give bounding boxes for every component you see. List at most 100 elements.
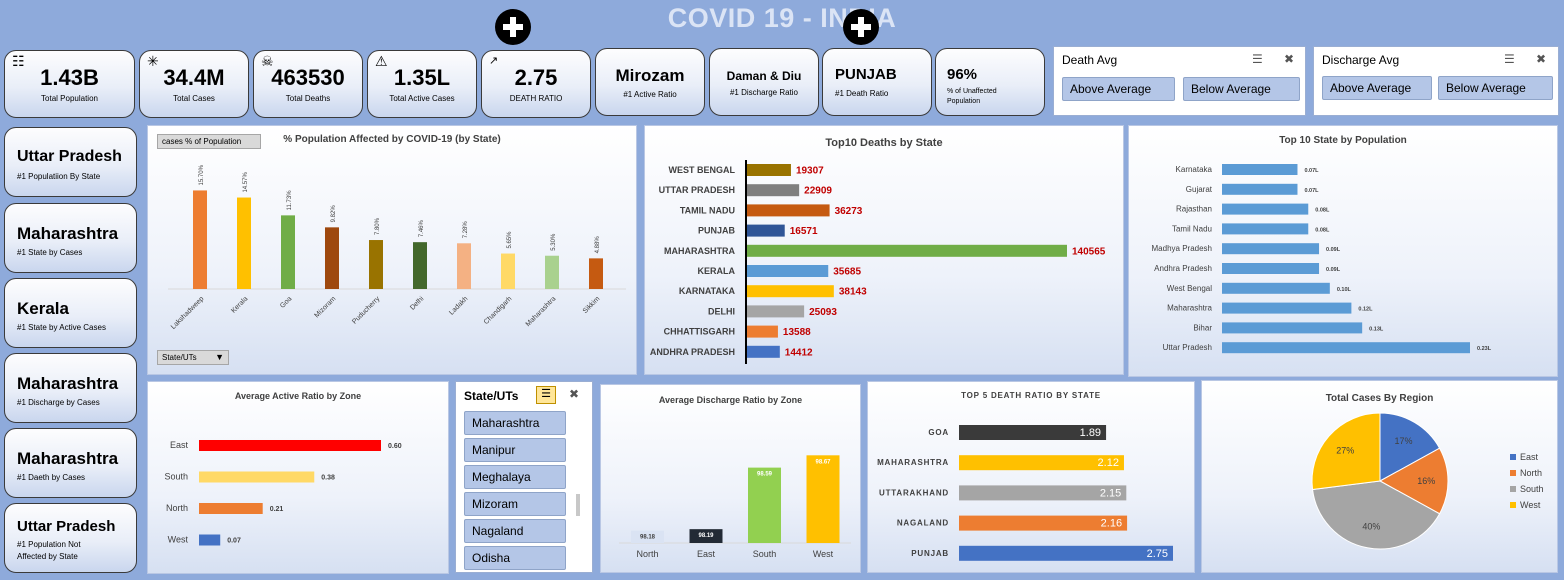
data-label: 98.18 xyxy=(640,535,656,541)
bar xyxy=(747,305,805,318)
bar xyxy=(631,530,664,543)
bar xyxy=(1222,203,1309,215)
bar xyxy=(199,471,315,483)
kpi-total-population: ☷ 1.43B Total Population xyxy=(4,50,135,118)
legend-swatch xyxy=(1510,502,1516,508)
kpi-death-ratio: ↗ 2.75 DEATH RATIO xyxy=(481,50,591,118)
top10-population-chart: Top 10 State by Population Karnataka 0.07… xyxy=(1128,125,1558,377)
bar xyxy=(747,265,829,277)
data-label: 0.12L xyxy=(1358,307,1373,313)
slicer-scrollbar[interactable] xyxy=(576,494,580,516)
data-label: 16571 xyxy=(790,226,818,237)
data-label: 2.12 xyxy=(1098,457,1119,469)
state-option[interactable]: Maharashtra xyxy=(464,411,566,435)
bar xyxy=(747,244,1067,257)
category-label: ANDHRA PRADESH xyxy=(650,347,735,357)
slicer-option-below-average[interactable]: Below Average xyxy=(1183,77,1300,101)
legend-swatch xyxy=(1510,486,1516,492)
category-label: Karnataka xyxy=(1176,165,1213,174)
category-label: Tamil Nadu xyxy=(1172,224,1212,233)
slicer-option-below-average[interactable]: Below Average xyxy=(1438,76,1553,100)
data-label: 27% xyxy=(1336,445,1354,455)
state-option[interactable]: Nagaland xyxy=(464,519,566,543)
slicer-option-above-average[interactable]: Above Average xyxy=(1062,77,1175,101)
category-label: West xyxy=(168,535,189,545)
category-label: Uttar Pradesh xyxy=(1163,343,1212,352)
data-label: 5.30% xyxy=(551,233,557,251)
category-label: South xyxy=(164,472,188,482)
category-label: Lakshadweep xyxy=(170,295,206,331)
state-option[interactable]: Odisha xyxy=(464,546,566,570)
kpi-label: #1 Discharge Ratio xyxy=(729,88,799,97)
kpi-total-cases: ✳ 34.4M Total Cases xyxy=(139,50,249,118)
pie-slice xyxy=(1378,447,1449,515)
people-icon: ☷ xyxy=(12,53,25,69)
medical-cross-icon xyxy=(495,9,531,45)
state-option[interactable]: Manipur xyxy=(464,438,566,462)
side-card-label: #1 State by Active Cases xyxy=(17,323,106,332)
bar xyxy=(199,440,381,451)
skull-icon: ☠ xyxy=(261,53,274,69)
category-label: West xyxy=(813,549,834,559)
multi-select-icon[interactable]: ☰ xyxy=(1252,52,1263,66)
clear-filter-icon[interactable]: ✖ xyxy=(1284,52,1295,66)
data-label: 0.38 xyxy=(321,475,335,482)
side-card-value: Maharashtra xyxy=(17,449,119,468)
bar xyxy=(457,243,471,289)
data-label: 22909 xyxy=(804,186,832,197)
data-label: 38143 xyxy=(839,287,867,298)
pie-slice xyxy=(1311,412,1381,491)
side-card-value: Kerala xyxy=(17,299,69,318)
bar xyxy=(589,258,603,289)
data-label: 0.60 xyxy=(388,443,402,450)
slicer-title: Discharge Avg xyxy=(1322,53,1400,67)
category-label: North xyxy=(636,549,658,559)
bar xyxy=(193,190,207,289)
bar xyxy=(545,255,559,289)
category-label: Andhra Pradesh xyxy=(1154,264,1212,273)
chart-title: % Population Affected by COVID-19 (by St… xyxy=(283,134,501,145)
category-label: TAMIL NADU xyxy=(680,205,735,215)
category-label: MAHARASHTRA xyxy=(664,246,735,256)
side-card-top-population: Uttar Pradesh #1 Populatiion By State xyxy=(4,127,137,197)
bar xyxy=(237,197,251,289)
side-card-label: #1 Populatiion By State xyxy=(17,172,101,181)
slicer-option-above-average[interactable]: Above Average xyxy=(1322,76,1432,100)
kpi-top-death-ratio: PUNJAB #1 Death Ratio xyxy=(822,48,932,116)
multi-select-icon[interactable]: ☰ xyxy=(536,386,556,404)
kpi-total-active-cases: ⚠ 1.35L Total Active Cases xyxy=(367,50,477,118)
pivot-field-button[interactable]: cases % of Population xyxy=(157,134,261,149)
bar xyxy=(959,455,1124,471)
chart-title: Average Active Ratio by Zone xyxy=(234,391,362,401)
legend-swatch xyxy=(1510,454,1516,460)
side-card-top-discharge: Maharashtra #1 Discharge by Cases xyxy=(4,353,137,423)
category-label: Mizoram xyxy=(313,295,337,319)
clear-filter-icon[interactable]: ✖ xyxy=(569,387,580,401)
pivot-filter-label: State/UTs xyxy=(162,353,197,362)
data-label: 2.16 xyxy=(1101,518,1122,530)
state-option[interactable]: Meghalaya xyxy=(464,465,566,489)
pie-slice xyxy=(1311,480,1441,550)
bar xyxy=(325,227,339,289)
side-card-top-active-cases: Kerala #1 State by Active Cases xyxy=(4,278,137,348)
multi-select-icon[interactable]: ☰ xyxy=(1504,52,1515,66)
category-label: KERALA xyxy=(698,266,736,276)
chart-title: Average Discharge Ratio by Zone xyxy=(658,395,803,405)
data-label: 0.23L xyxy=(1477,346,1492,352)
state-option[interactable]: Mizoram xyxy=(464,492,566,516)
chart-plot: 15.70% Lakshadweep 14.57% Kerala 11.73% Goa 9.… xyxy=(168,164,626,331)
data-label: 0.08L xyxy=(1315,208,1330,214)
category-label: North xyxy=(166,503,188,513)
clear-filter-icon[interactable]: ✖ xyxy=(1536,52,1547,66)
kpi-value: 1.35L xyxy=(393,65,451,90)
kpi-value: Daman & Diu xyxy=(726,69,802,83)
category-label: Rajasthan xyxy=(1176,205,1212,214)
kpi-label: DEATH RATIO xyxy=(509,94,563,103)
pivot-filter-button[interactable]: State/UTs ▼ xyxy=(157,350,229,365)
category-label: CHHATTISGARH xyxy=(664,327,735,337)
bar xyxy=(199,503,263,514)
data-label: 0.07L xyxy=(1304,168,1319,174)
bar xyxy=(1222,302,1352,314)
virus-icon: ✳ xyxy=(147,53,159,69)
side-card-label: #1 Discharge by Cases xyxy=(17,398,100,407)
